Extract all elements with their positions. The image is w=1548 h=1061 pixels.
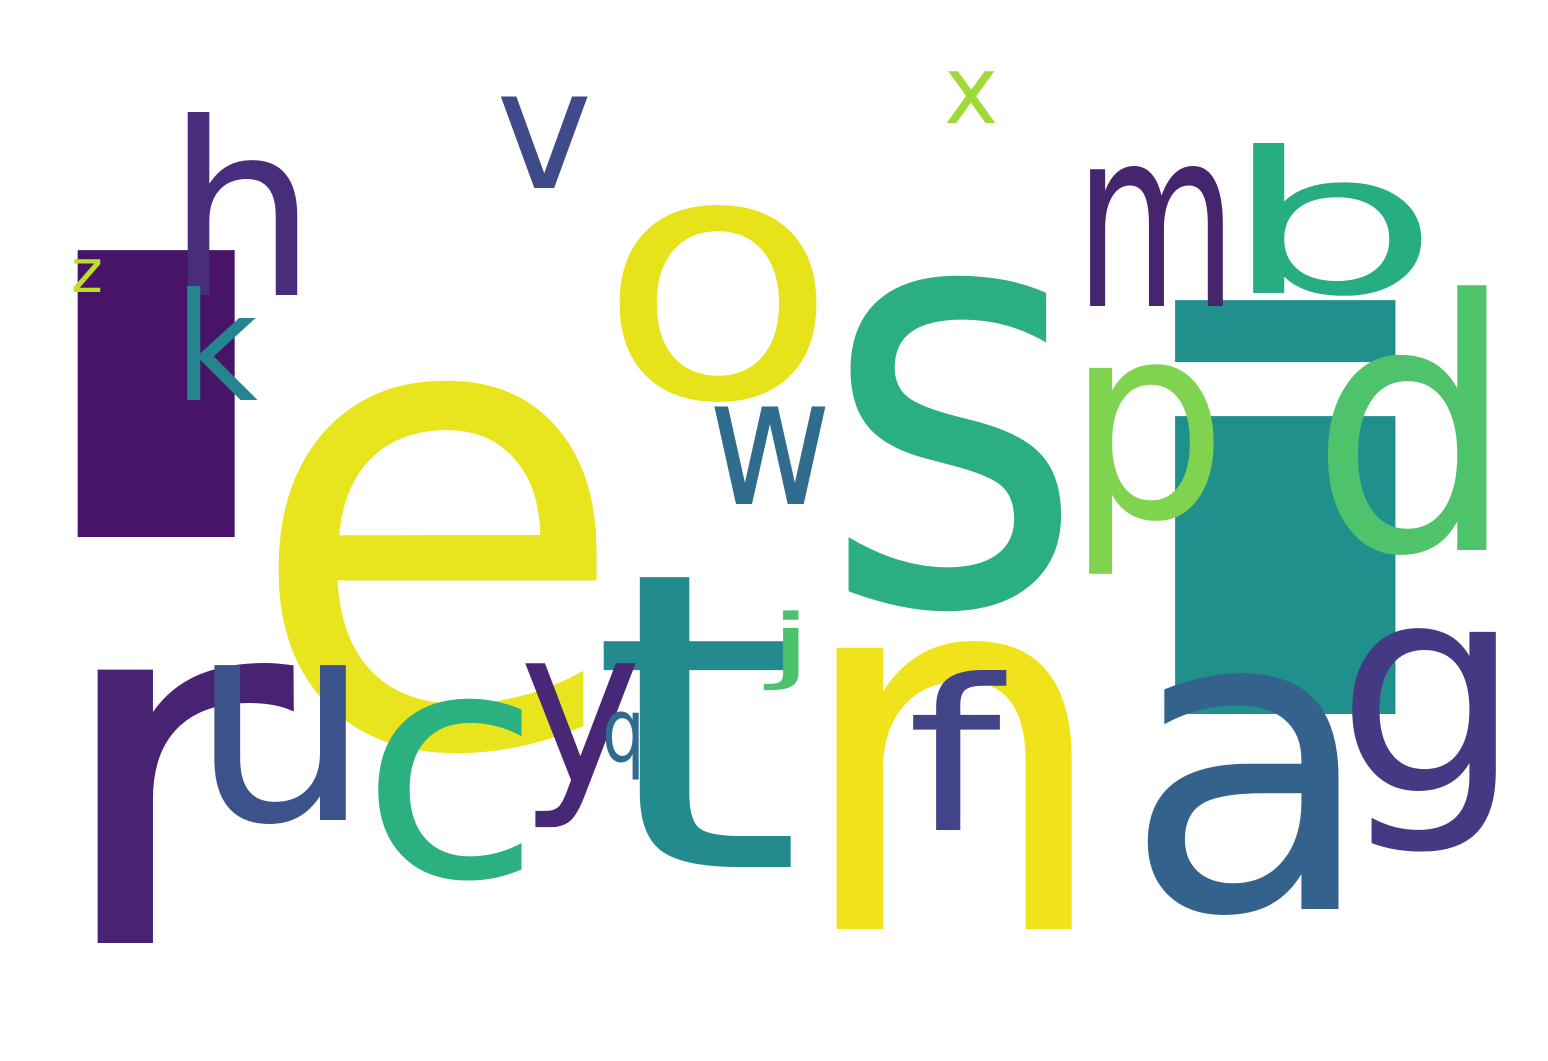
word-cloud: e s r n t l i a o d c p u g m h y f b w … [0, 43, 1548, 1020]
